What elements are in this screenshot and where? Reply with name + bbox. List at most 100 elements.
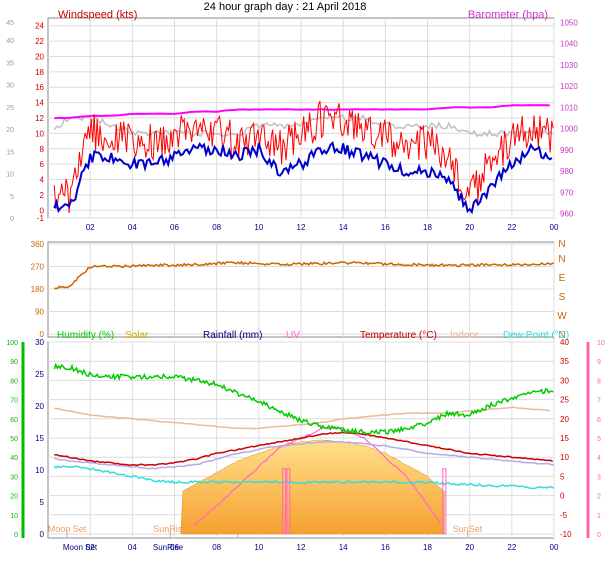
wind-left-tick-label: 12 [35, 114, 44, 123]
humidity-tick-label: 60 [10, 417, 18, 424]
temperature-tick-label: 25 [560, 396, 569, 405]
wind-right-tick-label: 960 [560, 210, 574, 219]
uv-tick-label: 9 [597, 359, 601, 366]
temperature-tick-label: 40 [560, 338, 569, 347]
wind-outer-tick-label: 25 [6, 105, 14, 112]
wind-x-tick-label: 20 [465, 223, 474, 232]
direction-left-tick-label: 90 [35, 308, 44, 317]
secondary-tick-label: 30 [35, 338, 44, 347]
humidity-tick-label: 10 [10, 513, 18, 520]
temperature-tick-label: 35 [560, 357, 569, 366]
wind-left-tick-label: 18 [35, 68, 44, 77]
graph-title: 24 hour graph day : 21 April 2018 [204, 1, 367, 13]
event-marker-label: Moon Set [48, 524, 87, 534]
humidity-tick-label: 40 [10, 455, 18, 462]
direction-compass-label: W [557, 311, 567, 322]
solar-area [180, 439, 445, 535]
humidity-tick-label: 50 [10, 436, 18, 443]
humidity-tick-label: 70 [10, 398, 18, 405]
wind-right-tick-label: 990 [560, 146, 574, 155]
temperature-legend: Humidity (%) Solar Rainfall (mm) UV Temperat… [57, 330, 569, 341]
temperature-tick-label: 0 [560, 492, 565, 501]
uv-tick-label: 10 [597, 340, 605, 347]
wind-left-tick-label: 2 [40, 191, 45, 200]
wind-x-tick-label: 10 [254, 223, 263, 232]
wind-right-tick-label: 1000 [560, 125, 578, 134]
temperature-tick-label: -10 [560, 530, 572, 539]
wind-x-tick-label: 02 [86, 223, 95, 232]
humidity-tick-label: 20 [10, 494, 18, 501]
wind-x-tick-label: 14 [339, 223, 348, 232]
barometer-line [54, 104, 550, 120]
humidity-line [53, 362, 554, 436]
wind-left-tick-label: 10 [35, 129, 44, 138]
event-marker-label: SunRise [153, 524, 187, 534]
temperature-x-tick-label: 00 [550, 543, 559, 552]
temperature-tick-label: 20 [560, 415, 569, 424]
humidity-tick-label: 100 [6, 340, 18, 347]
wind-outer-tick-label: 45 [6, 20, 14, 27]
wind-x-tick-label: 16 [381, 223, 390, 232]
wind-outer-tick-label: 20 [6, 127, 14, 134]
direction-left-tick-label: 360 [31, 240, 45, 249]
direction-left-tick-label: 0 [40, 330, 45, 339]
wind-x-tick-label: 00 [550, 223, 559, 232]
secondary-tick-label: 15 [35, 434, 44, 443]
uv-peak-marker [442, 468, 447, 535]
wind-outer-tick-label: 40 [6, 38, 14, 45]
indoor-low-line [54, 440, 555, 470]
temperature-x-tick-label: 10 [254, 543, 263, 552]
direction-compass-label: E [559, 273, 566, 284]
uv-tick-label: 6 [597, 417, 601, 424]
wind-left-tick-label: 8 [40, 145, 45, 154]
wind-left-tick-label: 22 [35, 37, 44, 46]
wind-left-tick-label: 0 [40, 206, 45, 215]
temperature-tick-label: 15 [560, 434, 569, 443]
temperature-tick-label: 10 [560, 453, 569, 462]
secondary-tick-label: 25 [35, 370, 44, 379]
uv-tick-label: 3 [597, 474, 601, 481]
temperature-legend-item: UV [286, 330, 300, 341]
secondary-tick-label: 5 [40, 498, 45, 507]
wind-right-tick-label: 980 [560, 167, 574, 176]
wind-left-tick-label: 20 [35, 52, 44, 61]
temperature-x-tick-label: Moon Set [63, 543, 98, 552]
temperature-x-tick-label: 14 [339, 543, 348, 552]
wind-x-tick-label: 04 [128, 223, 137, 232]
uv-peak-marker [282, 468, 287, 535]
wind-x-tick-label: 22 [507, 223, 516, 232]
temperature-tick-label: 30 [560, 376, 569, 385]
direction-left-tick-label: 180 [31, 285, 45, 294]
temperature-legend-item: Indoor [450, 330, 479, 341]
temperature-x-tick-label: 08 [212, 543, 221, 552]
wind-outer-tick-label: 5 [10, 194, 14, 201]
temperature-x-tick-label: 22 [507, 543, 516, 552]
dewpoint-line [53, 465, 555, 490]
temperature-x-tick-label: 16 [381, 543, 390, 552]
direction-compass-label: N [558, 239, 565, 250]
temperature-x-tick-label: SunRise [153, 543, 184, 552]
wind-axes: -102468101214161820222405101520253035404… [6, 18, 578, 232]
temperature-x-tick-label: 20 [465, 543, 474, 552]
wind-right-title: Barometer (hpa) [468, 9, 548, 21]
temperature-legend-item: Solar [125, 330, 149, 341]
temperature-line [54, 431, 554, 467]
wind-left-tick-label: -1 [37, 214, 45, 223]
secondary-tick-label: 10 [35, 466, 44, 475]
wind-right-tick-label: 970 [560, 188, 574, 197]
wind-left-tick-label: 16 [35, 83, 44, 92]
direction-compass-label: S [559, 292, 566, 303]
temperature-panel: Humidity (%) Solar Rainfall (mm) UV Temperat… [6, 330, 605, 552]
temperature-x-tick-label: 02 [86, 543, 95, 552]
wind-outer-tick-label: 0 [10, 216, 14, 223]
wind-x-tick-label: 18 [423, 223, 432, 232]
temperature-x-tick-label: 18 [423, 543, 432, 552]
uv-peak-marker [286, 468, 291, 535]
wind-right-tick-label: 1020 [560, 82, 578, 91]
secondary-tick-label: 0 [40, 530, 45, 539]
direction-left-tick-label: 270 [31, 263, 45, 272]
wind-direction-line [54, 260, 555, 290]
temperature-tick-label: 5 [560, 472, 565, 481]
